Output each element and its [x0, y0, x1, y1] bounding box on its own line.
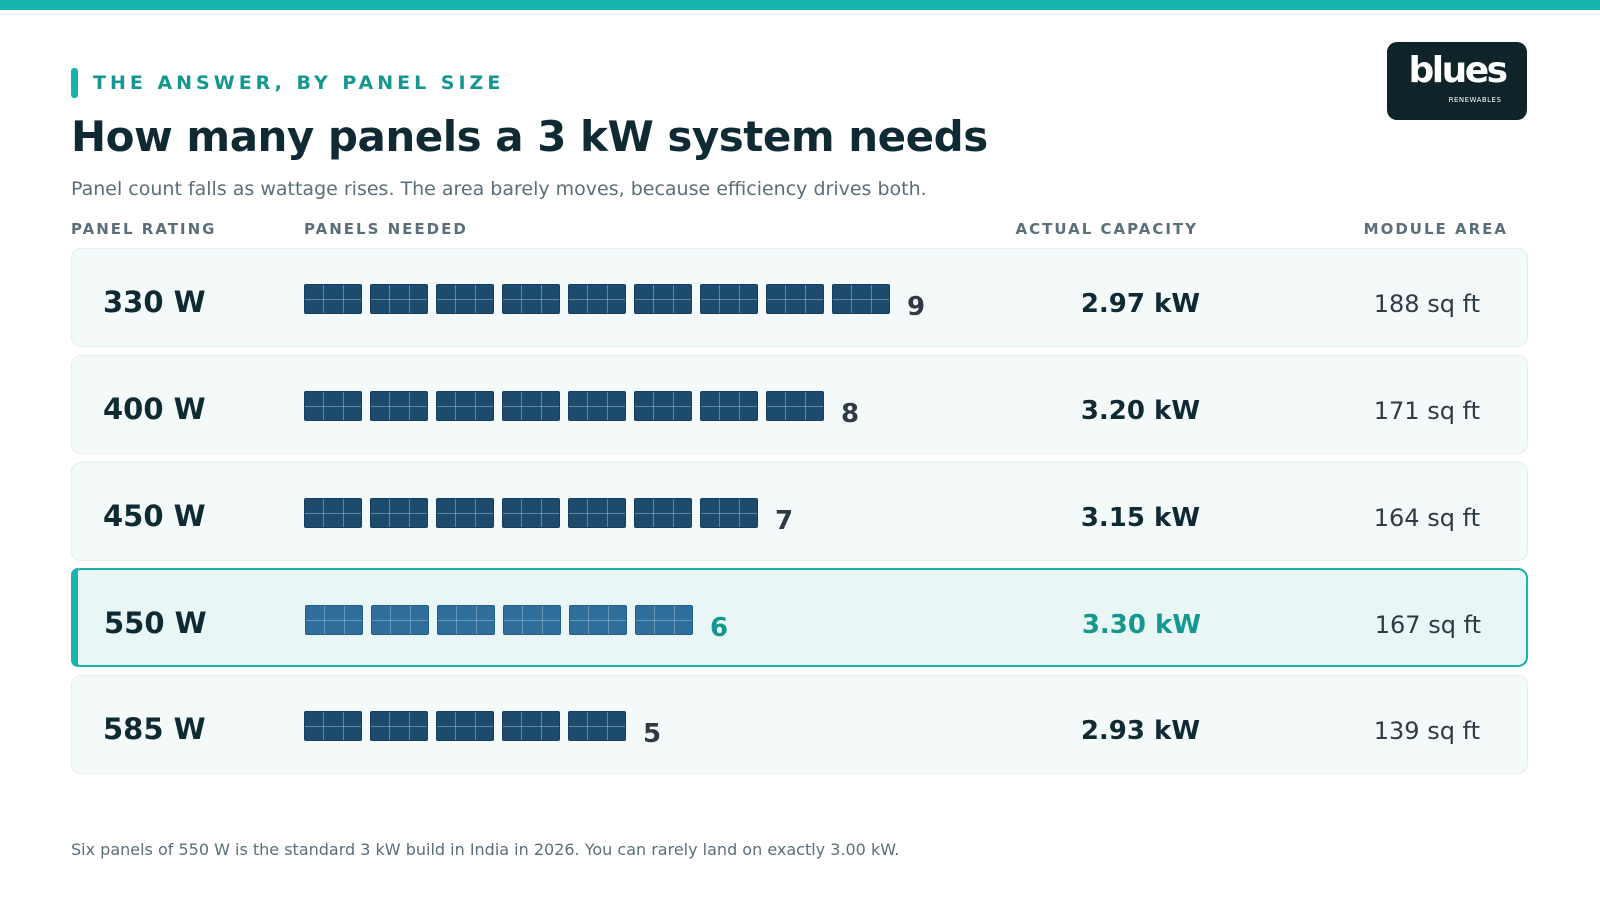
- solar-panel-icon: [502, 498, 560, 528]
- panel-rating: 585 W: [103, 712, 206, 746]
- solar-panel-icon: [370, 498, 428, 528]
- solar-panel-icon: [634, 391, 692, 421]
- module-area: 164 sq ft: [1373, 504, 1480, 532]
- table-row: 330 W 9 2.97 kW 188 sq ft: [71, 248, 1528, 347]
- panels-needed: 5: [304, 711, 661, 749]
- panels-needed: 9: [304, 284, 925, 322]
- module-area: 171 sq ft: [1373, 397, 1480, 425]
- panel-count: 6: [710, 613, 729, 643]
- solar-panel-icon: [304, 498, 362, 528]
- module-area: 167 sq ft: [1374, 611, 1481, 639]
- solar-panel-icon: [634, 498, 692, 528]
- solar-panel-icon: [766, 284, 824, 314]
- solar-panel-icon: [635, 605, 693, 635]
- solar-panel-icon: [568, 284, 626, 314]
- page-subtitle: Panel count falls as wattage rises. The …: [71, 178, 927, 200]
- actual-capacity: 2.97 kW: [1080, 289, 1200, 319]
- row-highlight-accent: [71, 568, 78, 667]
- solar-panel-icon: [832, 284, 890, 314]
- panels-needed: 8: [304, 391, 859, 429]
- logo-wordmark: blues: [1408, 50, 1508, 91]
- solar-panel-icon: [305, 605, 363, 635]
- eyebrow-marker: [71, 68, 78, 98]
- solar-panel-icon: [436, 391, 494, 421]
- module-area: 139 sq ft: [1373, 717, 1480, 745]
- solar-panel-icon: [370, 391, 428, 421]
- panels-needed: 6: [305, 605, 728, 643]
- actual-capacity: 2.93 kW: [1080, 716, 1200, 746]
- panel-rating: 550 W: [104, 606, 207, 640]
- column-header-area: MODULE AREA: [1363, 220, 1508, 238]
- top-accent-bar: [0, 0, 1600, 10]
- actual-capacity: 3.30 kW: [1081, 610, 1201, 640]
- table-row: 450 W 7 3.15 kW 164 sq ft: [71, 462, 1528, 561]
- solar-panel-icon: [568, 498, 626, 528]
- solar-panel-icon: [766, 391, 824, 421]
- panel-rating: 400 W: [103, 392, 206, 426]
- column-header-capacity: ACTUAL CAPACITY: [1015, 220, 1198, 238]
- table-row: 550 W 6 3.30 kW 167 sq ft: [71, 568, 1528, 667]
- solar-panel-icon: [568, 711, 626, 741]
- logo-subtext: RENEWABLES: [1448, 96, 1502, 104]
- eyebrow: THE ANSWER, BY PANEL SIZE: [71, 68, 504, 98]
- actual-capacity: 3.20 kW: [1080, 396, 1200, 426]
- solar-panel-icon: [502, 284, 560, 314]
- panels-needed: 7: [304, 498, 793, 536]
- panel-rating: 330 W: [103, 285, 206, 319]
- panel-count: 7: [775, 506, 794, 536]
- solar-panel-icon: [436, 498, 494, 528]
- table-row: 400 W 8 3.20 kW 171 sq ft: [71, 355, 1528, 454]
- solar-panel-icon: [700, 284, 758, 314]
- solar-panel-icon: [568, 391, 626, 421]
- solar-panel-icon: [503, 605, 561, 635]
- panel-count: 5: [643, 719, 662, 749]
- solar-panel-icon: [304, 391, 362, 421]
- solar-panel-icon: [304, 711, 362, 741]
- eyebrow-text: THE ANSWER, BY PANEL SIZE: [93, 72, 505, 94]
- solar-panel-icon: [371, 605, 429, 635]
- panel-rating: 450 W: [103, 499, 206, 533]
- solar-panel-icon: [437, 605, 495, 635]
- module-area: 188 sq ft: [1373, 290, 1480, 318]
- page-title: How many panels a 3 kW system needs: [71, 112, 988, 161]
- column-header-rating: PANEL RATING: [71, 220, 217, 238]
- solar-panel-icon: [304, 284, 362, 314]
- table-row: 585 W 5 2.93 kW 139 sq ft: [71, 675, 1528, 774]
- solar-panel-icon: [370, 284, 428, 314]
- solar-panel-icon: [436, 284, 494, 314]
- solar-panel-icon: [502, 711, 560, 741]
- solar-panel-icon: [700, 498, 758, 528]
- footnote: Six panels of 550 W is the standard 3 kW…: [71, 840, 900, 859]
- solar-panel-icon: [370, 711, 428, 741]
- solar-panel-icon: [502, 391, 560, 421]
- solar-panel-icon: [634, 284, 692, 314]
- panel-count: 9: [907, 292, 926, 322]
- solar-panel-icon: [436, 711, 494, 741]
- actual-capacity: 3.15 kW: [1080, 503, 1200, 533]
- solar-panel-icon: [569, 605, 627, 635]
- column-header-panels: PANELS NEEDED: [304, 220, 468, 238]
- brand-logo: blues RENEWABLES: [1387, 42, 1527, 120]
- solar-panel-icon: [700, 391, 758, 421]
- panel-count: 8: [841, 399, 860, 429]
